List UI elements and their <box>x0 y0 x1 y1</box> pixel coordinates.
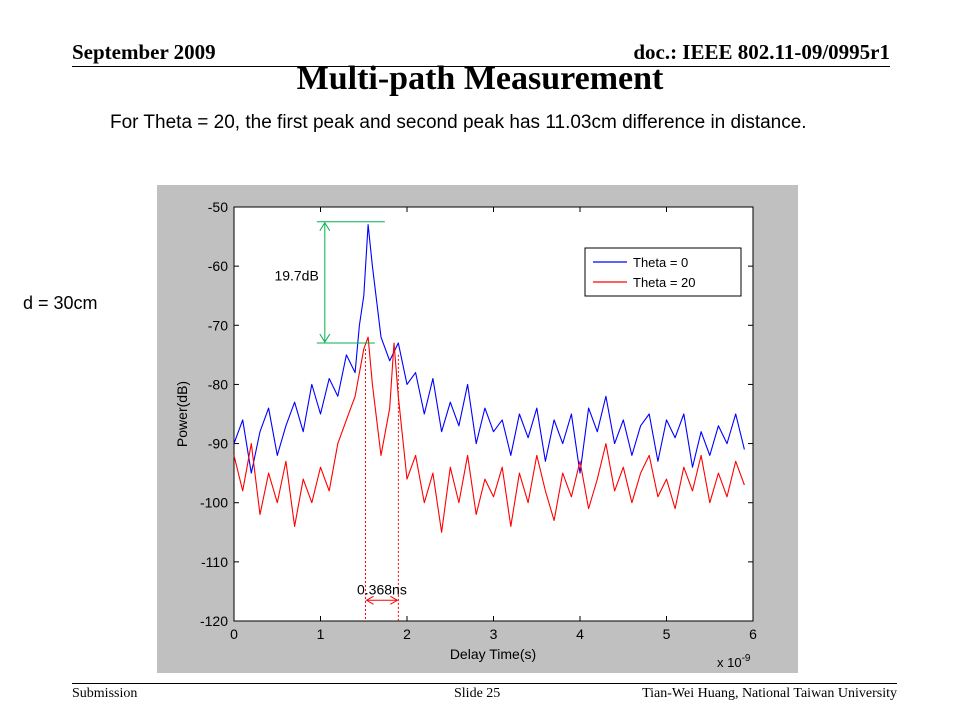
db-arrow-head-top <box>319 221 331 232</box>
y-tick-label: -110 <box>201 554 228 570</box>
header-date: September 2009 <box>72 40 216 64</box>
header-divider <box>72 66 890 67</box>
legend: Theta = 0 Theta = 20 <box>584 247 742 297</box>
x-axis-multiplier: x 10-9 <box>717 653 751 670</box>
x-axis-multiplier-base: x 10 <box>717 655 742 670</box>
x-tick-label: 1 <box>317 626 325 642</box>
x-axis-multiplier-exp: -9 <box>742 653 751 664</box>
y-tick-label: -70 <box>208 317 228 333</box>
power-delay-chart: 19.7dB 0.368ns 0 1 2 3 4 5 6 -50 -60 -70 -80 -90 -100… <box>174 199 757 670</box>
x-axis-label: Delay Time(s) <box>450 646 536 662</box>
y-tick-label: -50 <box>208 199 228 215</box>
annotation-layer: 19.7dB 0.368ns <box>274 221 407 621</box>
distance-label: d = 30cm <box>23 293 98 313</box>
footer-submission: Submission <box>72 686 138 701</box>
footer-slide-number: Slide 25 <box>454 686 501 701</box>
y-tick-label: -90 <box>208 436 228 452</box>
y-tick-label: -60 <box>208 258 228 274</box>
db-arrow-head-bottom <box>319 333 331 343</box>
series-layer <box>233 224 745 533</box>
header-doc-id: doc.: IEEE 802.11-09/0995r1 <box>633 40 890 64</box>
y-tick-label: -80 <box>208 376 228 392</box>
legend-label-theta-20: Theta = 20 <box>633 275 696 290</box>
series-line-0 <box>233 224 745 474</box>
legend-label-theta-0: Theta = 0 <box>633 255 688 270</box>
axis-layer: 0 1 2 3 4 5 6 -50 -60 -70 -80 -90 -100 -110 -120 <box>200 199 757 642</box>
footer-divider <box>72 683 897 684</box>
y-axis-label: Power(dB) <box>174 381 190 447</box>
db-difference-label: 19.7dB <box>274 267 318 283</box>
footer-author: Tian-Wei Huang, National Taiwan Universi… <box>642 686 897 701</box>
x-tick-label: 2 <box>403 626 411 642</box>
x-tick-label: 5 <box>663 626 671 642</box>
legend-box <box>584 247 742 297</box>
delay-difference-label: 0.368ns <box>357 581 407 597</box>
y-tick-label: -100 <box>200 495 228 511</box>
x-tick-label: 3 <box>490 626 498 642</box>
slide-subtitle: For Theta = 20, the first peak and secon… <box>110 112 807 133</box>
x-tick-label: 0 <box>230 626 238 642</box>
series-line-1 <box>233 336 745 533</box>
x-tick-label: 6 <box>749 626 757 642</box>
ns-arrow-head-left <box>365 595 374 605</box>
x-tick-label: 4 <box>576 626 584 642</box>
slide-title: Multi-path Measurement <box>296 60 664 97</box>
y-tick-label: -120 <box>200 613 228 629</box>
ns-arrow-head-right <box>390 595 399 605</box>
